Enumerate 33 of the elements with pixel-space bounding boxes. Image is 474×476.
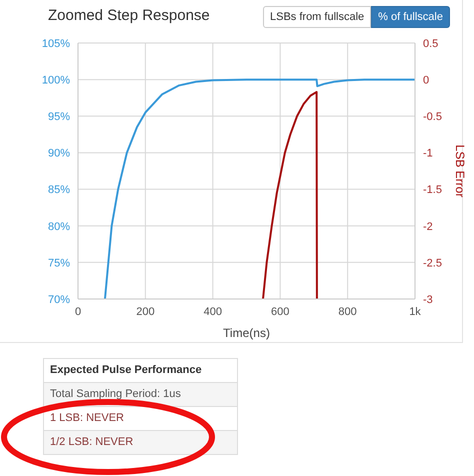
y2-tick-label: 0 — [423, 74, 430, 86]
y-tick-label: 90% — [48, 148, 70, 160]
y-tick-label: 85% — [48, 184, 70, 196]
y2-tick-label: -2 — [423, 220, 433, 233]
x-axis-title: Time(ns) — [223, 326, 270, 340]
x-tick-label: 1k — [409, 306, 422, 318]
y2-tick-label: -3 — [423, 294, 433, 306]
text: Expected Pulse Performance — [49, 363, 203, 378]
y-tick-label: 75% — [48, 257, 70, 270]
x-tick-label: 400 — [204, 306, 222, 318]
line-series — [104, 78, 415, 299]
text: % of fullscale — [371, 6, 450, 28]
y2-tick-label: 0.5 — [423, 38, 438, 50]
y-tick-label: 80% — [48, 220, 70, 233]
y2-tick-label: -1.5 — [423, 184, 442, 196]
y-tick-label: 95% — [48, 111, 70, 124]
text: LSBs from fullscale — [263, 6, 372, 28]
x-tick-label: 0 — [74, 306, 82, 318]
y-tick-label: 105% — [42, 38, 70, 50]
line-series — [262, 91, 318, 299]
x-tick-label: 600 — [271, 306, 290, 318]
y2-tick-label: -0.5 — [423, 111, 442, 124]
y2-tick-label: -2.5 — [423, 257, 442, 270]
text: Total Sampling Period: 1us — [44, 382, 237, 406]
x-tick-label: 200 — [136, 306, 155, 318]
y2-axis-title: LSB Error — [452, 144, 467, 198]
x-tick-label: 800 — [338, 306, 357, 318]
y-tick-label: 70% — [48, 294, 70, 306]
chart-title: Zoomed Step Response — [48, 7, 210, 24]
text: 1/2 LSB: NEVER — [44, 430, 237, 454]
y-tick-label: 100% — [42, 74, 70, 86]
y2-tick-label: -1 — [423, 148, 433, 160]
text: 1 LSB: NEVER — [44, 406, 237, 430]
